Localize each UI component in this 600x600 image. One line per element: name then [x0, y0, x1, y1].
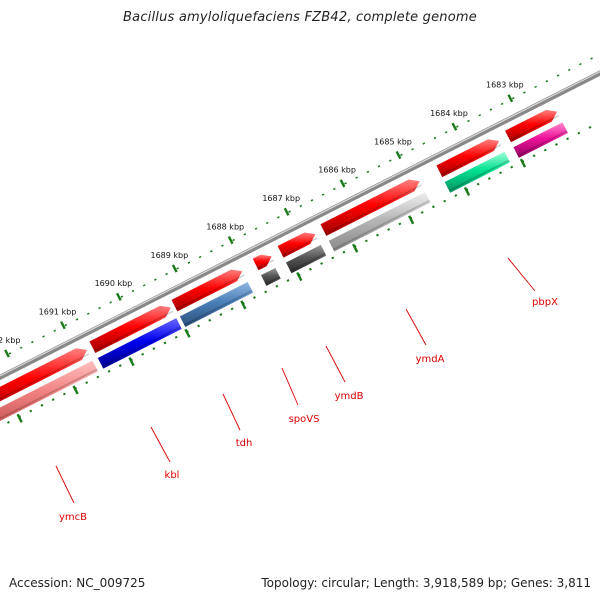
inner-tick-ring — [6, 121, 600, 424]
tick-label: 1692 kbp — [0, 336, 20, 345]
gene-leader-line — [281, 367, 299, 406]
gene-leader-line — [150, 426, 171, 463]
major-tick — [115, 292, 122, 301]
tick-label: 1685 kbp — [374, 137, 412, 146]
outer-tick-ring — [0, 57, 593, 360]
gene-leader-line — [222, 393, 241, 431]
cds-feature — [505, 109, 560, 143]
gene-leader-line — [405, 308, 427, 346]
major-tick — [4, 349, 10, 358]
cds-feature — [252, 254, 274, 271]
tick-labels: 1683 kbp 1684 kbp 1685 kbp 1686 kbp 1687 kbp… — [0, 81, 524, 345]
cds-feature — [171, 269, 245, 312]
gene-leader-line — [325, 345, 346, 383]
cds-feature — [320, 179, 423, 236]
major-tick — [283, 207, 290, 216]
gene-label-tdh: tdh — [236, 438, 253, 449]
gene-feature-ymdA — [328, 191, 431, 252]
major-tick — [451, 122, 458, 131]
gene-leader-line — [507, 257, 536, 292]
tick-label: 1689 kbp — [150, 251, 188, 260]
major-tick — [339, 179, 346, 188]
cds-feature — [89, 305, 174, 354]
gene-feature-kbl — [97, 318, 182, 369]
gene-labels: ymcB kbl tdh spoVS ymdB ymdA pbpX — [55, 257, 558, 523]
major-tick — [395, 150, 402, 160]
gene-feature-ymdB — [286, 244, 327, 274]
tick-label: 1691 kbp — [39, 307, 77, 316]
gene-label-ymdA: ymdA — [416, 354, 445, 365]
major-tick — [171, 264, 178, 273]
tick-label: 1690 kbp — [95, 279, 133, 288]
gene-feature-ymcB — [0, 360, 98, 422]
tick-label: 1686 kbp — [318, 166, 356, 175]
tick-label: 1687 kbp — [262, 194, 300, 203]
feature-tracks — [0, 109, 568, 422]
gene-label-ymdB: ymdB — [335, 391, 364, 402]
tick-label: 1683 kbp — [486, 81, 524, 90]
gene-label-pbpX: pbpX — [532, 297, 558, 308]
major-tick — [227, 236, 234, 245]
major-tick — [60, 321, 66, 330]
gene-feature-spoVS — [261, 267, 281, 286]
cds-feature — [436, 139, 502, 178]
accession-text: Accession: NC_009725 — [9, 576, 146, 590]
gene-label-ymcB: ymcB — [59, 512, 87, 523]
major-tick — [507, 94, 514, 103]
map-title: Bacillus amyloliquefaciens FZB42, comple… — [123, 10, 477, 25]
tick-label: 1684 kbp — [430, 109, 468, 118]
gene-feature-pbpX — [444, 151, 510, 193]
gene-label-spoVS: spoVS — [289, 414, 320, 425]
cds-feature — [0, 348, 90, 402]
gene-feature-unlabeled — [513, 122, 568, 158]
genome-summary: Topology: circular; Length: 3,918,589 bp… — [261, 576, 591, 590]
backbone-ring — [0, 70, 600, 381]
gene-label-kbl: kbl — [165, 470, 180, 481]
gene-leader-line — [55, 465, 75, 504]
cds-feature — [277, 232, 318, 258]
gene-feature-tdh — [179, 281, 254, 328]
tick-label: 1688 kbp — [206, 222, 244, 231]
